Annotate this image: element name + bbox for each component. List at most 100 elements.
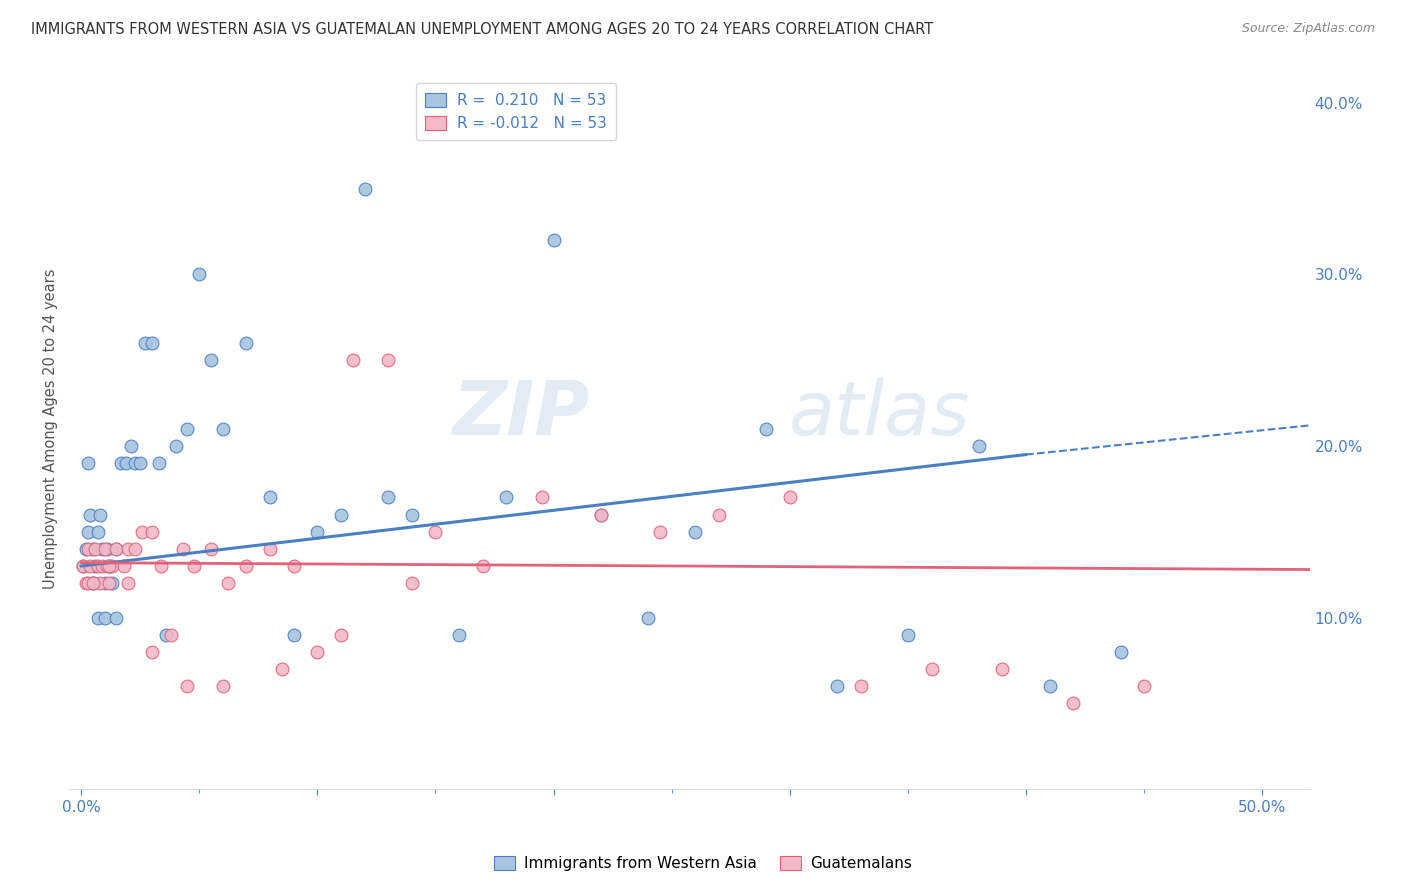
Point (105, 541, 128, 556)
Point (200, 541, 222, 556)
Point (447, 628, 470, 642)
Y-axis label: Unemployment Among Ages 20 to 24 years: Unemployment Among Ages 20 to 24 years (44, 268, 58, 589)
Legend: R =  0.210   N = 53, R = -0.012   N = 53: R = 0.210 N = 53, R = -0.012 N = 53 (416, 83, 616, 140)
Point (75, 541, 97, 556)
Point (471, 559, 494, 574)
Point (967, 439, 990, 453)
Point (707, 508, 730, 522)
Point (82, 576, 104, 591)
Point (100, 559, 122, 574)
Point (77, 456, 100, 470)
Point (991, 662, 1014, 676)
Point (270, 662, 292, 676)
Point (105, 541, 128, 556)
Point (1133, 679, 1156, 693)
Point (79, 559, 101, 574)
Point (172, 541, 194, 556)
Point (849, 679, 872, 693)
Point (82, 541, 104, 556)
Point (82, 576, 104, 591)
Point (72, 559, 94, 574)
Point (82, 576, 104, 591)
Point (425, 524, 447, 539)
Point (211, 679, 233, 693)
Point (79, 508, 101, 522)
Point (110, 456, 132, 470)
Point (91, 541, 114, 556)
Point (75, 576, 97, 591)
Point (176, 679, 198, 693)
Point (150, 559, 173, 574)
Point (211, 422, 233, 436)
Point (98, 576, 121, 591)
Point (72, 559, 94, 574)
Point (589, 508, 612, 522)
Point (307, 524, 329, 539)
Point (77, 524, 100, 539)
Point (825, 679, 848, 693)
Point (86, 559, 108, 574)
Point (648, 524, 671, 539)
Legend: Immigrants from Western Asia, Guatemalans: Immigrants from Western Asia, Guatemalan… (488, 849, 918, 877)
Point (148, 456, 170, 470)
Point (401, 508, 423, 522)
Point (377, 353, 399, 368)
Point (134, 336, 156, 351)
Point (93, 576, 115, 591)
Point (112, 559, 135, 574)
Point (259, 541, 281, 556)
Point (1109, 645, 1132, 659)
Point (1062, 697, 1084, 711)
Point (637, 610, 659, 624)
Point (124, 456, 146, 470)
Point (259, 491, 281, 505)
Point (89, 508, 111, 522)
Point (755, 422, 778, 436)
Point (921, 662, 943, 676)
Text: ZIP: ZIP (453, 378, 591, 451)
Point (779, 491, 801, 505)
Point (1039, 679, 1062, 693)
Point (115, 456, 138, 470)
Point (401, 576, 423, 591)
Point (183, 559, 205, 574)
Point (141, 645, 163, 659)
Point (98, 559, 121, 574)
Point (188, 268, 211, 282)
Point (897, 628, 920, 642)
Point (89, 576, 111, 591)
Point (165, 439, 187, 453)
Point (100, 576, 122, 591)
Point (685, 524, 707, 539)
Point (235, 559, 257, 574)
Point (96, 559, 118, 574)
Point (159, 628, 181, 642)
Point (120, 439, 142, 453)
Point (117, 541, 139, 556)
Text: IMMIGRANTS FROM WESTERN ASIA VS GUATEMALAN UNEMPLOYMENT AMONG AGES 20 TO 24 YEAR: IMMIGRANTS FROM WESTERN ASIA VS GUATEMAL… (31, 22, 934, 37)
Point (117, 576, 139, 591)
Point (589, 508, 612, 522)
Point (141, 336, 163, 351)
Point (543, 233, 565, 247)
Point (93, 541, 115, 556)
Point (377, 491, 399, 505)
Point (84, 559, 107, 574)
Point (129, 456, 152, 470)
Point (217, 576, 239, 591)
Point (530, 491, 553, 505)
Point (329, 628, 352, 642)
Point (84, 541, 107, 556)
Point (124, 541, 146, 556)
Point (77, 541, 100, 556)
Point (86, 524, 108, 539)
Point (93, 610, 115, 624)
Point (86, 610, 108, 624)
Point (235, 336, 257, 351)
Point (141, 524, 163, 539)
Point (91, 559, 114, 574)
Point (283, 628, 305, 642)
Point (329, 508, 352, 522)
Text: Source: ZipAtlas.com: Source: ZipAtlas.com (1241, 22, 1375, 36)
Point (77, 576, 100, 591)
